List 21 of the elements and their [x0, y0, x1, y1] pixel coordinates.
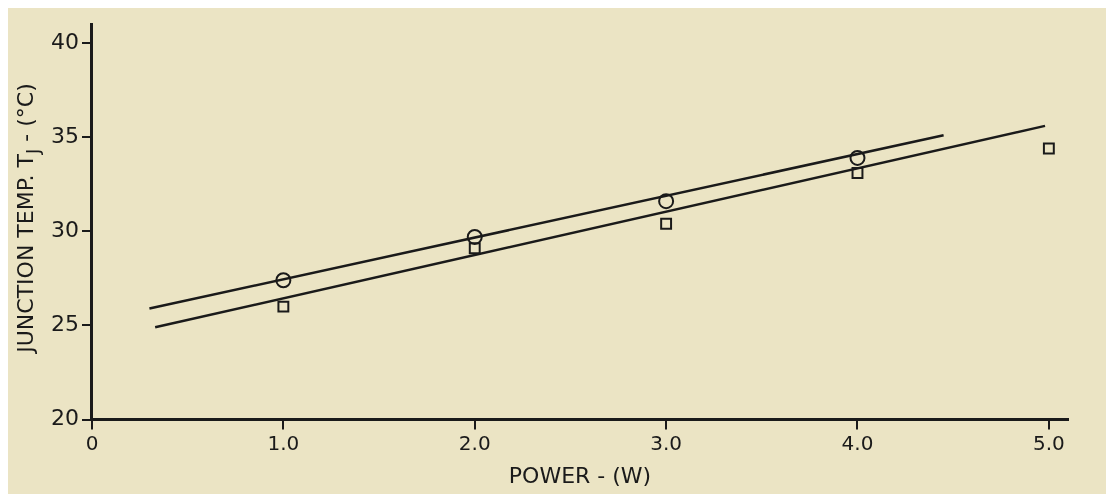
point	[277, 300, 290, 313]
point	[466, 228, 483, 245]
x-tick-label: 0	[85, 430, 99, 455]
x-tick-label: 4.0	[841, 430, 874, 455]
point	[849, 149, 866, 166]
x-tick-label: 3.0	[650, 430, 683, 455]
y-tick-label: 35	[50, 122, 79, 148]
x-tick-label: 5.0	[1032, 430, 1065, 455]
point	[660, 217, 673, 230]
y-tick-label: 20	[50, 405, 79, 431]
point	[468, 242, 481, 255]
y-tick-label: 30	[50, 217, 79, 243]
x-tick-label: 1.0	[267, 430, 300, 455]
point	[1042, 142, 1055, 155]
point	[275, 272, 292, 289]
y-tick-label: 25	[50, 311, 79, 337]
point	[851, 167, 864, 179]
x-axis-title: POWER - (W)	[508, 462, 652, 488]
point	[658, 193, 675, 210]
y-tick-label: 40	[50, 28, 79, 54]
x-tick-label: 2.0	[458, 430, 491, 455]
